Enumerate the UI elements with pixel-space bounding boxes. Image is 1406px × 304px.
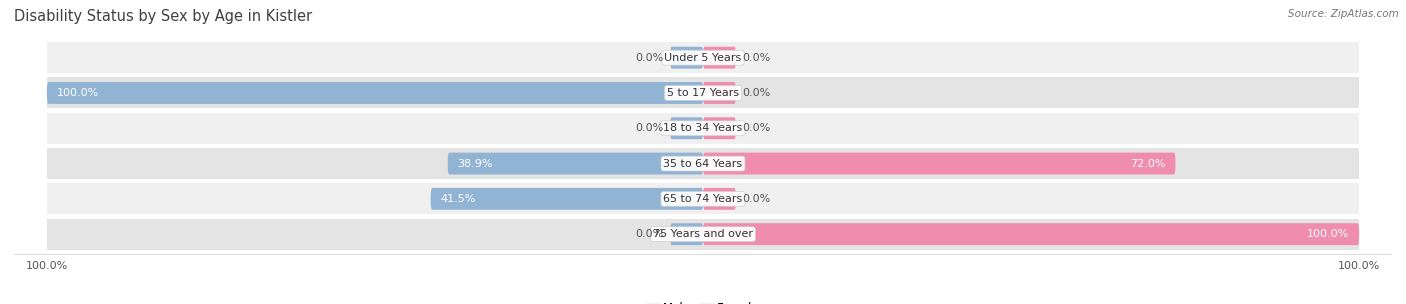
Bar <box>46 78 1360 109</box>
Bar <box>46 183 1360 214</box>
FancyBboxPatch shape <box>671 47 703 69</box>
Bar <box>46 219 1360 250</box>
Text: 0.0%: 0.0% <box>742 123 770 133</box>
FancyBboxPatch shape <box>671 223 703 245</box>
Bar <box>46 113 1360 144</box>
Text: 5 to 17 Years: 5 to 17 Years <box>666 88 740 98</box>
Bar <box>46 42 1360 73</box>
Text: 65 to 74 Years: 65 to 74 Years <box>664 194 742 204</box>
Text: 41.5%: 41.5% <box>440 194 475 204</box>
FancyBboxPatch shape <box>703 153 1175 174</box>
Text: 35 to 64 Years: 35 to 64 Years <box>664 159 742 169</box>
FancyBboxPatch shape <box>703 188 735 210</box>
Bar <box>46 148 1360 179</box>
Text: 0.0%: 0.0% <box>742 88 770 98</box>
Text: 0.0%: 0.0% <box>636 229 664 239</box>
FancyBboxPatch shape <box>703 117 735 139</box>
Text: 0.0%: 0.0% <box>742 53 770 63</box>
FancyBboxPatch shape <box>447 153 703 174</box>
Legend: Male, Female: Male, Female <box>641 297 765 304</box>
Text: Under 5 Years: Under 5 Years <box>665 53 741 63</box>
Text: 100.0%: 100.0% <box>56 88 98 98</box>
Text: 72.0%: 72.0% <box>1130 159 1166 169</box>
Text: 75 Years and over: 75 Years and over <box>652 229 754 239</box>
Text: Disability Status by Sex by Age in Kistler: Disability Status by Sex by Age in Kistl… <box>14 9 312 24</box>
Text: 100.0%: 100.0% <box>1308 229 1350 239</box>
FancyBboxPatch shape <box>430 188 703 210</box>
FancyBboxPatch shape <box>46 82 703 104</box>
FancyBboxPatch shape <box>671 117 703 139</box>
Text: 0.0%: 0.0% <box>742 194 770 204</box>
Text: 0.0%: 0.0% <box>636 123 664 133</box>
FancyBboxPatch shape <box>703 47 735 69</box>
Text: 38.9%: 38.9% <box>457 159 494 169</box>
FancyBboxPatch shape <box>703 82 735 104</box>
Text: 18 to 34 Years: 18 to 34 Years <box>664 123 742 133</box>
Text: 0.0%: 0.0% <box>636 53 664 63</box>
Text: Source: ZipAtlas.com: Source: ZipAtlas.com <box>1288 9 1399 19</box>
FancyBboxPatch shape <box>703 223 1360 245</box>
